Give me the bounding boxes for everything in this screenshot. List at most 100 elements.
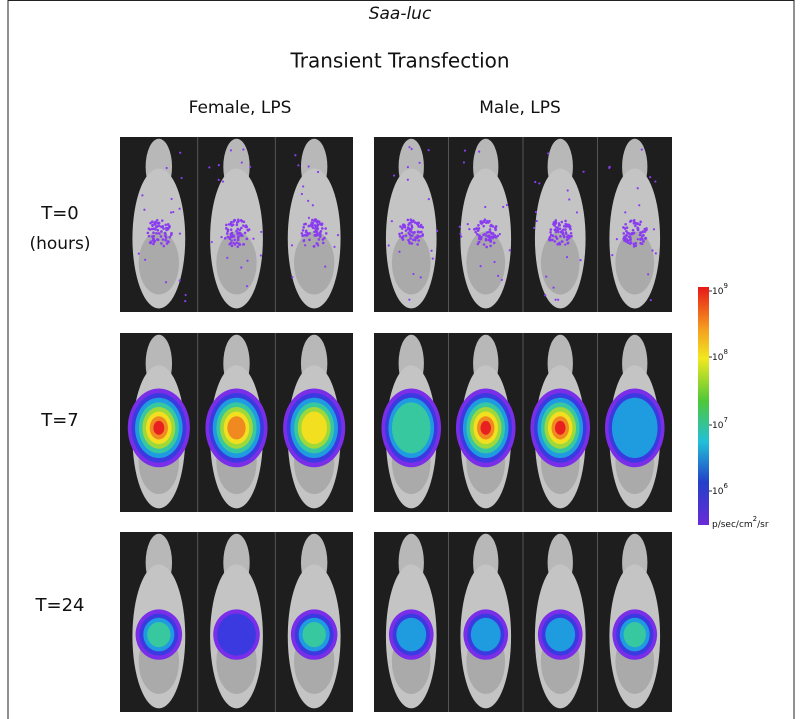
signal-dot (314, 234, 317, 237)
signal-dot (236, 224, 239, 227)
signal-dot (294, 154, 296, 156)
signal-dot (172, 211, 174, 213)
signal-dot (483, 221, 486, 224)
signal-dot (155, 232, 158, 235)
signal-dot (211, 241, 213, 243)
signal-dot (561, 231, 564, 234)
signal-dot (428, 198, 430, 200)
signal-dot (391, 220, 393, 222)
signal-dot (236, 232, 239, 235)
signal-blob (303, 622, 326, 647)
signal-dot (538, 182, 540, 184)
signal-dot (421, 226, 424, 229)
signal-dot (536, 220, 538, 222)
signal-dot (415, 222, 418, 225)
signal-dot (428, 149, 430, 151)
signal-blob (624, 622, 646, 647)
signal-dot (549, 231, 552, 234)
signal-dot (534, 181, 536, 183)
signal-dot (551, 239, 554, 242)
signal-dot (337, 234, 339, 236)
signal-dot (419, 162, 421, 164)
signal-dot (459, 233, 461, 235)
signal-dot (238, 229, 241, 232)
signal-dot (237, 220, 240, 223)
signal-dot (630, 220, 633, 223)
signal-dot (242, 224, 245, 227)
signal-dot (639, 221, 642, 224)
signal-dot (230, 239, 233, 242)
signal-dot (241, 161, 243, 163)
signal-dot (407, 219, 410, 222)
signal-dot (480, 265, 482, 267)
signal-dot (325, 232, 328, 235)
row-label: T=0 (40, 203, 79, 224)
signal-dot (260, 231, 262, 233)
signal-dot (562, 234, 565, 237)
signal-dot (220, 236, 222, 238)
signal-blob (555, 421, 566, 435)
signal-dot (301, 193, 303, 195)
signal-dot (318, 238, 321, 241)
signal-blob (392, 402, 431, 453)
signal-dot (408, 146, 410, 148)
signal-dot (246, 238, 249, 241)
signal-dot (633, 243, 636, 246)
signal-blob (227, 416, 245, 439)
signal-dot (317, 223, 320, 226)
signal-dot (478, 151, 480, 153)
signal-dot (170, 211, 172, 213)
signal-dot (302, 185, 304, 187)
signal-dot (492, 232, 495, 235)
signal-dot (237, 239, 240, 242)
signal-dot (233, 235, 236, 238)
signal-dot (653, 228, 655, 230)
signal-dot (561, 221, 564, 224)
signal-dot (554, 240, 557, 243)
signal-dot (633, 245, 636, 248)
signal-dot (231, 245, 234, 248)
mouse-belly (294, 232, 334, 295)
signal-dot (489, 245, 492, 248)
signal-dot (240, 219, 243, 222)
signal-blob (480, 421, 491, 435)
signal-dot (555, 235, 558, 238)
signal-dot (240, 266, 242, 268)
signal-dot (249, 166, 251, 168)
signal-dot (179, 208, 181, 210)
signal-dot (562, 228, 565, 231)
signal-dot (545, 276, 547, 278)
signal-dot (632, 229, 635, 232)
signal-dot (246, 285, 248, 287)
signal-dot (625, 230, 628, 233)
signal-dot (407, 179, 409, 181)
signal-dot (388, 244, 390, 246)
signal-dot (158, 225, 161, 228)
signal-dot (231, 232, 234, 235)
signal-dot (637, 187, 639, 189)
signal-dot (459, 226, 461, 228)
mouse-belly (615, 232, 654, 295)
signal-dot (162, 227, 165, 230)
signal-dot (317, 244, 319, 246)
signal-dot (405, 234, 408, 237)
signal-dot (225, 224, 228, 227)
signal-dot (324, 227, 327, 230)
signal-dot (482, 234, 485, 237)
signal-dot (477, 229, 479, 231)
signal-dot (232, 223, 235, 226)
signal-dot (411, 221, 414, 224)
signal-dot (398, 233, 401, 236)
signal-dot (154, 223, 157, 226)
row-sublabel: (hours) (29, 234, 90, 254)
signal-dot (314, 218, 317, 221)
signal-blob (153, 421, 164, 435)
signal-dot (179, 152, 181, 154)
signal-dot (478, 234, 481, 237)
signal-dot (161, 225, 164, 228)
signal-dot (411, 148, 413, 150)
signal-dot (558, 222, 561, 225)
signal-dot (407, 166, 409, 168)
subtitle: Transient Transfection (289, 49, 509, 73)
signal-dot (641, 242, 644, 245)
